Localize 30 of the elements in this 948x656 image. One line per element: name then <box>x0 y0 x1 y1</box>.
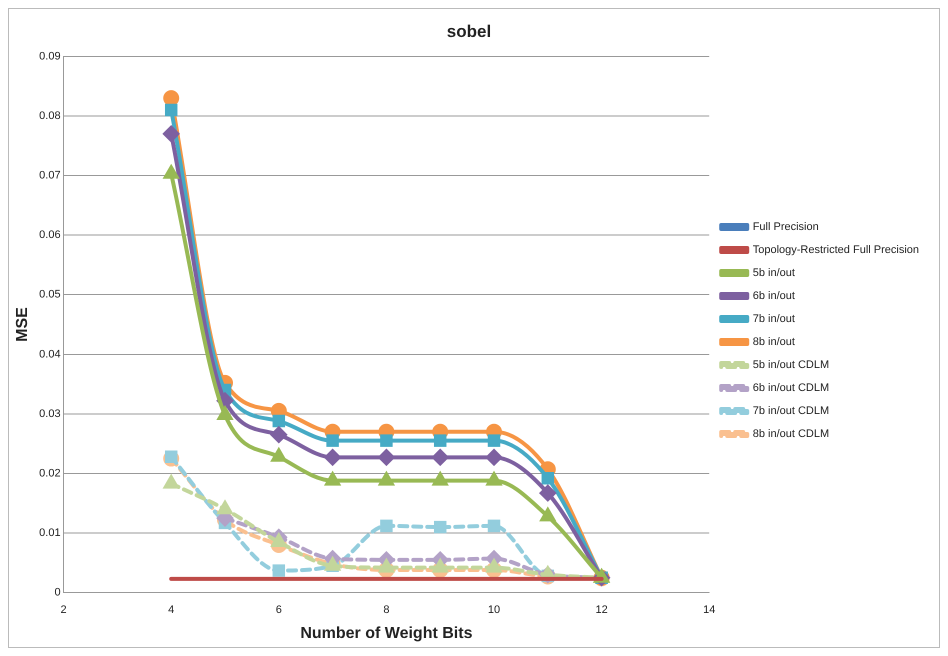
y-tick-label: 0.05 <box>39 288 61 301</box>
legend-label: 7b in/out <box>752 313 795 326</box>
legend-label: 5b in/out CDLM <box>752 359 830 372</box>
legend-label: Full Precision <box>752 221 819 234</box>
chart-title: sobel <box>446 22 492 41</box>
y-axis-title: MSE <box>14 306 32 342</box>
x-tick-label: 8 <box>383 604 390 616</box>
x-axis-title: Number of Weight Bits <box>300 624 473 642</box>
legend-label: 8b in/out CDLM <box>752 428 830 440</box>
y-tick-label: 0.03 <box>39 408 61 420</box>
y-tick-label: 0.09 <box>39 50 61 62</box>
y-tick-label: 0.04 <box>39 348 61 360</box>
legend-label: 6b in/out CDLM <box>752 382 830 394</box>
x-tick-label: 2 <box>60 604 67 616</box>
x-tick-label: 12 <box>595 604 608 616</box>
x-tick-label: 4 <box>168 604 174 616</box>
y-tick-label: 0.02 <box>39 467 61 480</box>
legend-label: 8b in/out <box>752 336 795 348</box>
legend-label: 6b in/out <box>752 290 795 302</box>
legend-label: 7b in/out CDLM <box>752 405 830 418</box>
x-tick-label: 14 <box>703 604 716 616</box>
y-tick-label: 0.07 <box>39 170 61 182</box>
x-tick-label: 6 <box>276 604 282 616</box>
legend-label: 5b in/out <box>752 267 795 280</box>
legend-label: Topology-Restricted Full Precision <box>752 244 920 256</box>
y-tick-label: 0 <box>54 586 61 599</box>
x-tick-label: 10 <box>488 604 500 616</box>
y-tick-label: 0.06 <box>39 229 61 242</box>
y-tick-label: 0.01 <box>39 527 61 540</box>
y-tick-label: 0.08 <box>39 110 61 122</box>
